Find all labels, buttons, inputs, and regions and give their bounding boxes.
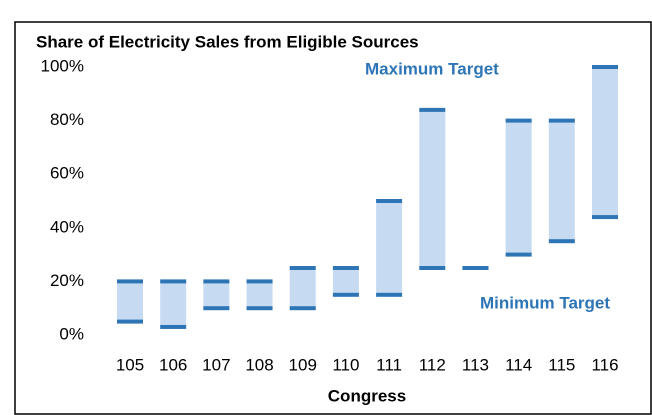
range-bar: [203, 281, 230, 309]
x-tick-label: 115: [548, 355, 575, 374]
max-marker: [505, 118, 532, 123]
min-marker: [246, 306, 273, 311]
min-marker: [376, 292, 403, 297]
min-marker: [419, 266, 446, 270]
x-tick-label: 112: [419, 355, 446, 374]
min-marker: [592, 215, 618, 220]
max-marker: [160, 279, 187, 284]
y-tick-label: 0%: [59, 324, 84, 343]
chart-title: Share of Electricity Sales from Eligible…: [36, 32, 419, 51]
max-marker: [548, 118, 575, 123]
min-marker: [548, 239, 575, 244]
x-tick-label: 106: [159, 355, 187, 374]
range-bar: [376, 201, 403, 295]
max-marker: [462, 266, 489, 270]
x-axis-label: Congress: [328, 386, 406, 405]
y-tick-label: 100%: [41, 56, 84, 75]
max-marker: [117, 279, 143, 284]
max-marker: [246, 279, 273, 284]
max-marker: [332, 266, 359, 270]
max-marker: [419, 107, 446, 112]
min-marker: [117, 319, 143, 324]
chart-frame: [14, 21, 652, 415]
max-marker: [376, 199, 403, 203]
y-tick-label: 20%: [50, 271, 84, 290]
x-tick-label: 105: [116, 355, 144, 374]
x-tick-label: 114: [505, 355, 532, 374]
min-marker: [160, 324, 187, 329]
range-bar: [289, 268, 316, 309]
y-tick-label: 60%: [50, 164, 84, 183]
min-marker: [289, 306, 316, 311]
range-bar: [548, 120, 575, 242]
min-marker: [203, 306, 230, 311]
annotation-min: Minimum Target: [480, 293, 610, 312]
x-tick-label: 111: [376, 355, 402, 374]
max-marker: [592, 65, 618, 69]
x-tick-label: 110: [332, 355, 359, 374]
range-bar: [419, 109, 446, 268]
x-tick-label: 109: [289, 355, 317, 374]
x-tick-label: 116: [591, 355, 618, 374]
range-bar: [160, 281, 187, 327]
y-tick-label: 40%: [50, 217, 84, 236]
y-tick-label: 80%: [50, 110, 84, 129]
x-tick-label: 113: [462, 355, 489, 374]
range-bar: [505, 120, 532, 255]
min-marker: [505, 252, 532, 257]
x-tick-label: 108: [245, 355, 273, 374]
max-marker: [289, 266, 316, 270]
range-bar: [117, 281, 143, 322]
range-bar: [332, 268, 359, 295]
min-marker: [332, 292, 359, 297]
range-bar: [592, 67, 618, 218]
x-tick-label: 107: [202, 355, 230, 374]
annotation-max: Maximum Target: [365, 59, 499, 78]
max-marker: [203, 279, 230, 284]
range-bar: [246, 281, 273, 309]
